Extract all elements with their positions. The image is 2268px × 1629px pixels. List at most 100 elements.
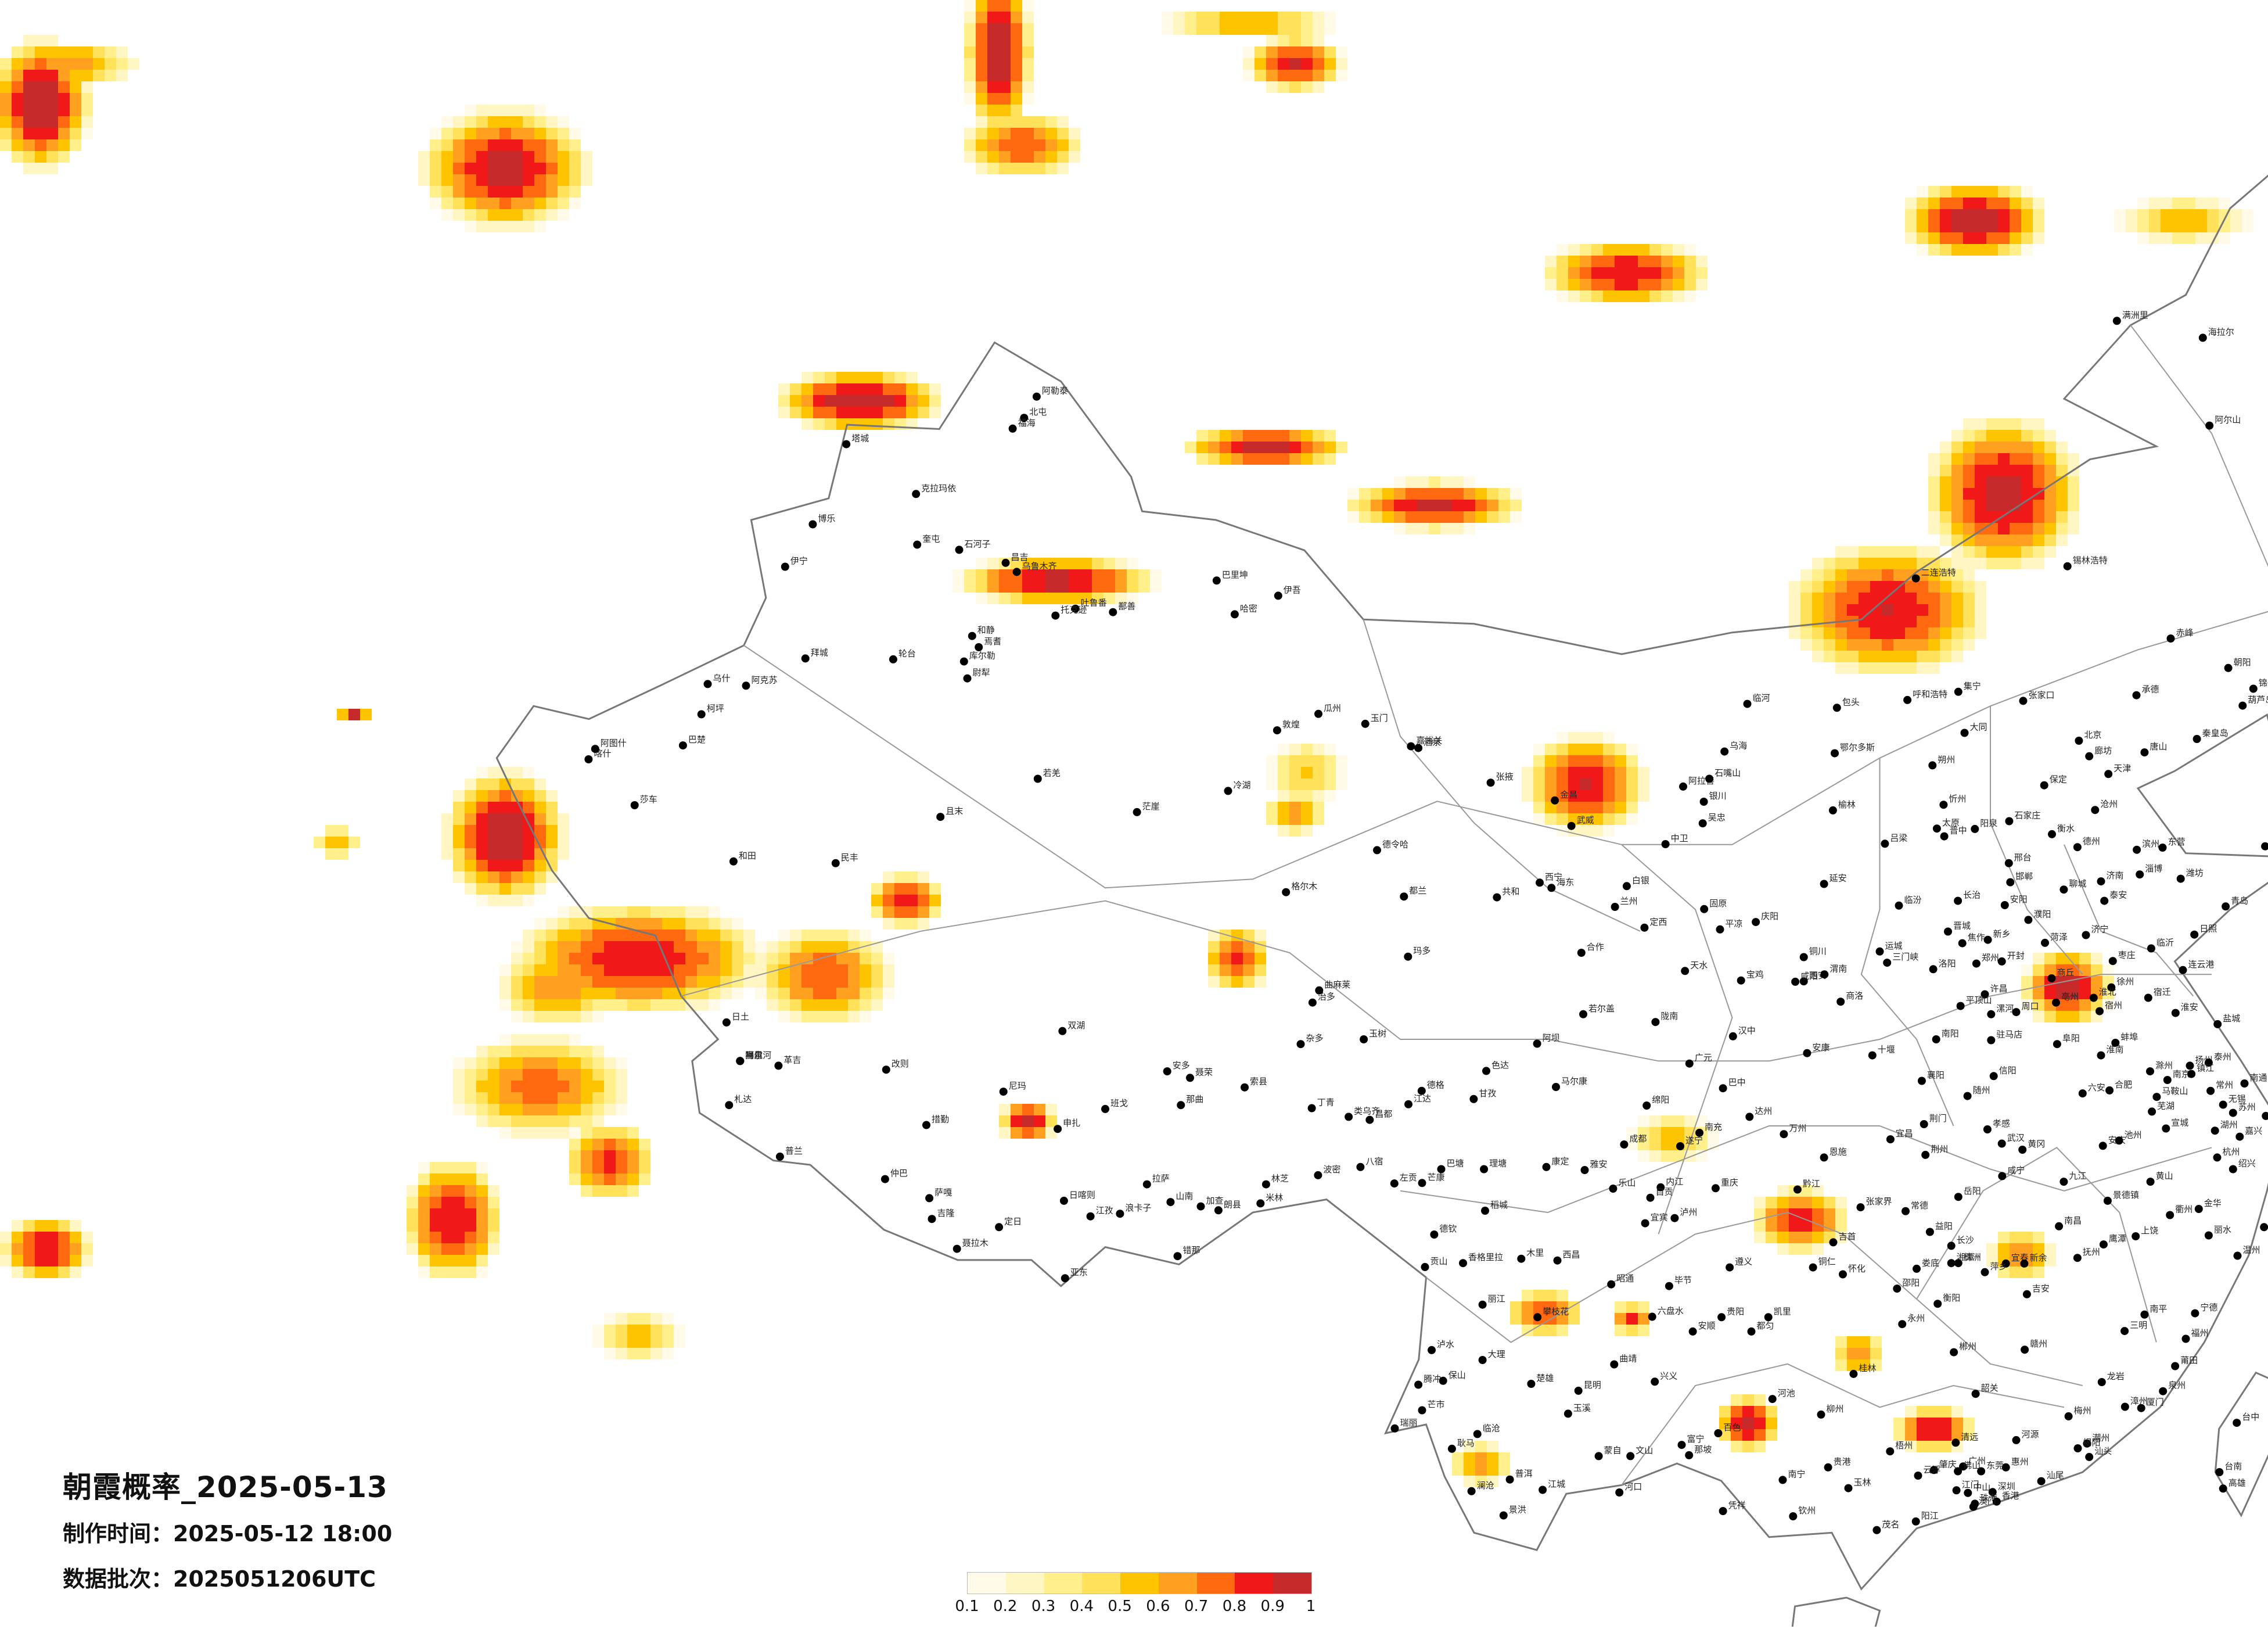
city-dot xyxy=(775,1152,784,1161)
city-marker: 浪卡子 xyxy=(1116,1203,1151,1218)
city-dot xyxy=(1681,967,1690,975)
city-marker: 莎车 xyxy=(630,794,657,809)
city-dot xyxy=(742,681,750,690)
city-marker: 台中 xyxy=(2233,1412,2259,1427)
province-border xyxy=(1621,1363,2065,1486)
city-dot xyxy=(2204,1231,2213,1240)
city-label: 河口 xyxy=(1624,1481,1642,1492)
city-dot xyxy=(2105,1086,2114,1095)
city-marker: 江孜 xyxy=(1086,1205,1113,1221)
city-dot xyxy=(922,1121,930,1129)
city-label: 拉萨 xyxy=(1152,1174,1170,1184)
city-label: 延安 xyxy=(1830,873,1847,884)
city-label: 菏泽 xyxy=(2050,932,2068,942)
city-dot xyxy=(963,674,972,683)
city-label: 噶尔 xyxy=(745,1050,763,1060)
city-dot xyxy=(1913,1264,1921,1273)
city-label: 石嘴山 xyxy=(1715,768,1741,778)
city-marker: 衡水 xyxy=(2048,823,2075,838)
city-marker: 双湖 xyxy=(1058,1020,1085,1035)
city-marker: 南昌 xyxy=(2055,1215,2082,1230)
city-marker: 衡阳 xyxy=(1933,1293,1960,1308)
province-border xyxy=(1400,1125,2212,1214)
city-marker: 平顶山 xyxy=(1956,995,1992,1010)
city-marker: 稻城 xyxy=(1481,1200,1508,1215)
city-marker: 焦作 xyxy=(1958,932,1985,948)
city-dot xyxy=(1536,878,1544,887)
city-marker: 亚东 xyxy=(1061,1267,1088,1283)
city-dot xyxy=(1803,1049,1811,1057)
city-marker: 平凉 xyxy=(1716,918,1743,934)
city-dot xyxy=(2018,1146,2027,1154)
city-label: 班戈 xyxy=(1110,1098,1128,1108)
city-dot xyxy=(2103,1196,2112,1205)
city-dot xyxy=(831,859,840,867)
city-marker: 丁青 xyxy=(1307,1097,1335,1113)
city-marker: 合肥 xyxy=(2105,1079,2132,1095)
city-dot xyxy=(2012,1008,2021,1017)
city-marker: 北京 xyxy=(2075,730,2101,745)
city-dot xyxy=(1844,1484,1853,1492)
city-label: 遂宁 xyxy=(1685,1135,1703,1146)
city-marker: 宿迁 xyxy=(2144,987,2171,1002)
city-marker: 长治 xyxy=(1954,890,1981,905)
city-dot xyxy=(1651,1018,1660,1027)
city-label: 焦作 xyxy=(1968,932,1985,943)
city-dot xyxy=(2140,1310,2149,1319)
city-label: 濮阳 xyxy=(2033,909,2051,919)
city-marker: 渭南 xyxy=(1820,963,1847,979)
city-dot xyxy=(2089,993,2098,1002)
city-dot xyxy=(1883,959,1892,967)
city-label: 株洲 xyxy=(1964,1252,1981,1262)
city-dot xyxy=(1719,1084,1727,1093)
city-label: 索县 xyxy=(1250,1077,1267,1087)
city-dot xyxy=(1700,905,1709,913)
city-label: 普兰 xyxy=(785,1146,803,1156)
city-label: 德令哈 xyxy=(1382,839,1408,849)
city-label: 聂荣 xyxy=(1195,1067,1213,1077)
data-batch: 数据批次：2025051206UTC xyxy=(63,1566,376,1592)
city-marker: 普洱 xyxy=(1505,1469,1533,1484)
city-marker: 安阳 xyxy=(2000,894,2028,909)
city-dot xyxy=(1177,1101,1185,1110)
country-border xyxy=(495,174,2268,1591)
city-marker: 张掖 xyxy=(1486,772,1514,787)
city-label: 荆州 xyxy=(1931,1144,1948,1154)
city-dot xyxy=(1345,1113,1353,1121)
city-dot xyxy=(2120,1402,2129,1411)
city-marker: 轮台 xyxy=(889,648,916,663)
city-label: 朗县 xyxy=(1224,1199,1241,1210)
city-label: 包头 xyxy=(1842,697,1860,707)
city-label: 荆门 xyxy=(1929,1113,1947,1124)
city-dot xyxy=(1752,918,1760,927)
city-label: 二连浩特 xyxy=(1921,568,1956,578)
city-label: 蒙自 xyxy=(1604,1445,1622,1455)
city-dot xyxy=(1577,949,1586,957)
city-marker: 合作 xyxy=(1577,942,1604,957)
city-label: 聂拉木 xyxy=(962,1238,989,1248)
city-marker: 广元 xyxy=(1685,1053,1712,1068)
city-label: 嘉兴 xyxy=(2245,1126,2262,1136)
city-marker: 临沂 xyxy=(2147,938,2174,953)
city-dot xyxy=(2238,701,2247,710)
city-marker: 武汉 xyxy=(1997,1133,2025,1148)
city-marker: 南京 xyxy=(2163,1069,2190,1084)
city-dot xyxy=(1407,742,1415,751)
city-dot xyxy=(1214,1206,1223,1215)
city-marker: 百色 xyxy=(1714,1422,1741,1437)
city-dot xyxy=(2097,877,2105,886)
city-label: 襄阳 xyxy=(1927,1070,1944,1081)
city-label: 尉犁 xyxy=(973,668,990,678)
city-marker: 白银 xyxy=(1622,875,1649,891)
city-label: 宁德 xyxy=(2200,1303,2217,1313)
city-dot xyxy=(1881,839,1889,848)
city-label: 十堰 xyxy=(1878,1045,1895,1055)
city-label: 理塘 xyxy=(1489,1158,1507,1169)
city-dot xyxy=(1142,1180,1151,1189)
city-label: 乐山 xyxy=(1618,1178,1636,1188)
city-dot xyxy=(1737,976,1745,985)
city-dot xyxy=(1469,1095,1478,1103)
city-dot xyxy=(968,631,976,640)
city-dot xyxy=(1493,893,1501,902)
city-label: 合肥 xyxy=(2115,1079,2132,1090)
